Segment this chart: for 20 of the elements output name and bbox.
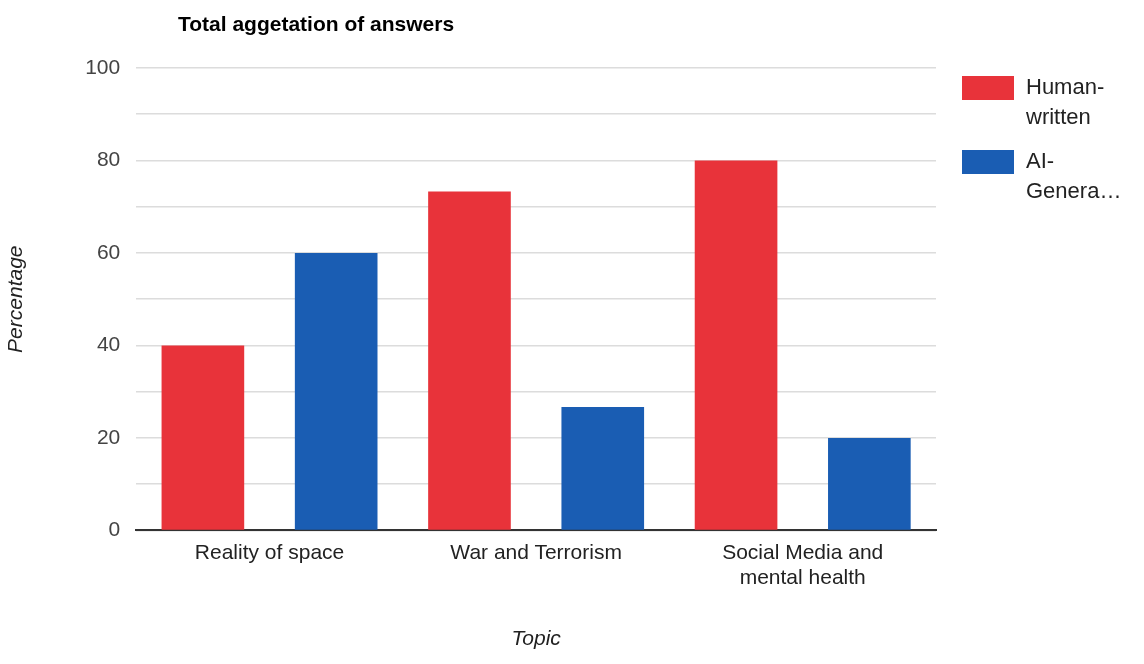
x-axis-title: Topic	[511, 626, 562, 650]
y-tick-label: 100	[85, 54, 121, 78]
y-axis-title: Percentage	[3, 245, 27, 353]
y-tick-label: 60	[96, 239, 121, 263]
bar	[694, 160, 778, 530]
legend-label: Human-written	[1026, 73, 1106, 131]
x-tick-label: Social Media and mental health	[722, 539, 884, 588]
bar	[294, 252, 378, 530]
y-tick-label: 80	[96, 147, 121, 171]
bar	[161, 345, 245, 530]
y-tick-label: 40	[96, 332, 121, 356]
x-tick-label: War and Terrorism	[450, 539, 622, 563]
y-tick-label: 0	[108, 517, 121, 541]
y-tick-label: 20	[96, 424, 121, 448]
legend-label: AI-Genera…	[1026, 147, 1123, 205]
bar	[428, 191, 511, 530]
bar	[828, 437, 911, 530]
bar	[561, 406, 645, 530]
x-tick-label: Reality of space	[194, 539, 345, 563]
chart-title: Total aggetation of answers	[178, 12, 455, 36]
